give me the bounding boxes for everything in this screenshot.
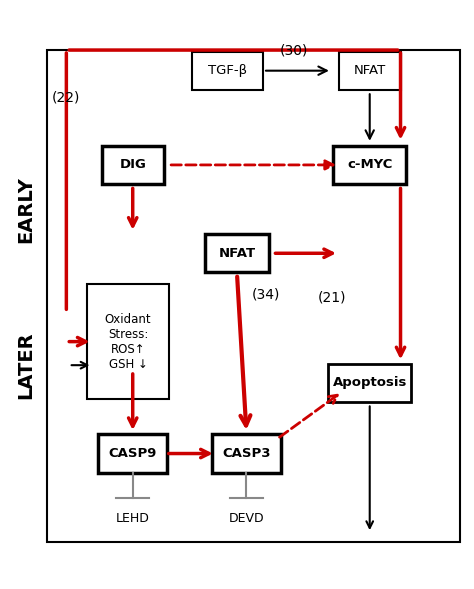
FancyBboxPatch shape (333, 146, 407, 184)
Text: (30): (30) (280, 43, 308, 57)
Text: c-MYC: c-MYC (347, 158, 392, 171)
Text: Apoptosis: Apoptosis (333, 376, 407, 389)
Text: DEVD: DEVD (228, 512, 264, 525)
Text: NFAT: NFAT (354, 64, 386, 77)
Text: CASP3: CASP3 (222, 447, 271, 460)
Text: (22): (22) (52, 90, 81, 104)
Text: (21): (21) (318, 290, 346, 305)
Text: Oxidant
Stress:
ROS↑
GSH ↓: Oxidant Stress: ROS↑ GSH ↓ (105, 313, 151, 370)
Text: TGF-β: TGF-β (208, 64, 247, 77)
Text: (34): (34) (251, 287, 280, 302)
Text: LATER: LATER (17, 332, 36, 399)
Text: CASP9: CASP9 (109, 447, 157, 460)
Text: LEHD: LEHD (116, 512, 150, 525)
FancyBboxPatch shape (99, 435, 167, 472)
FancyBboxPatch shape (192, 52, 263, 90)
Text: DIG: DIG (119, 158, 146, 171)
FancyBboxPatch shape (86, 284, 170, 399)
FancyBboxPatch shape (339, 52, 401, 90)
Text: EARLY: EARLY (17, 176, 36, 243)
FancyBboxPatch shape (212, 435, 281, 472)
Text: NFAT: NFAT (219, 247, 255, 260)
FancyBboxPatch shape (205, 234, 269, 273)
FancyBboxPatch shape (102, 146, 164, 184)
FancyBboxPatch shape (328, 364, 411, 402)
